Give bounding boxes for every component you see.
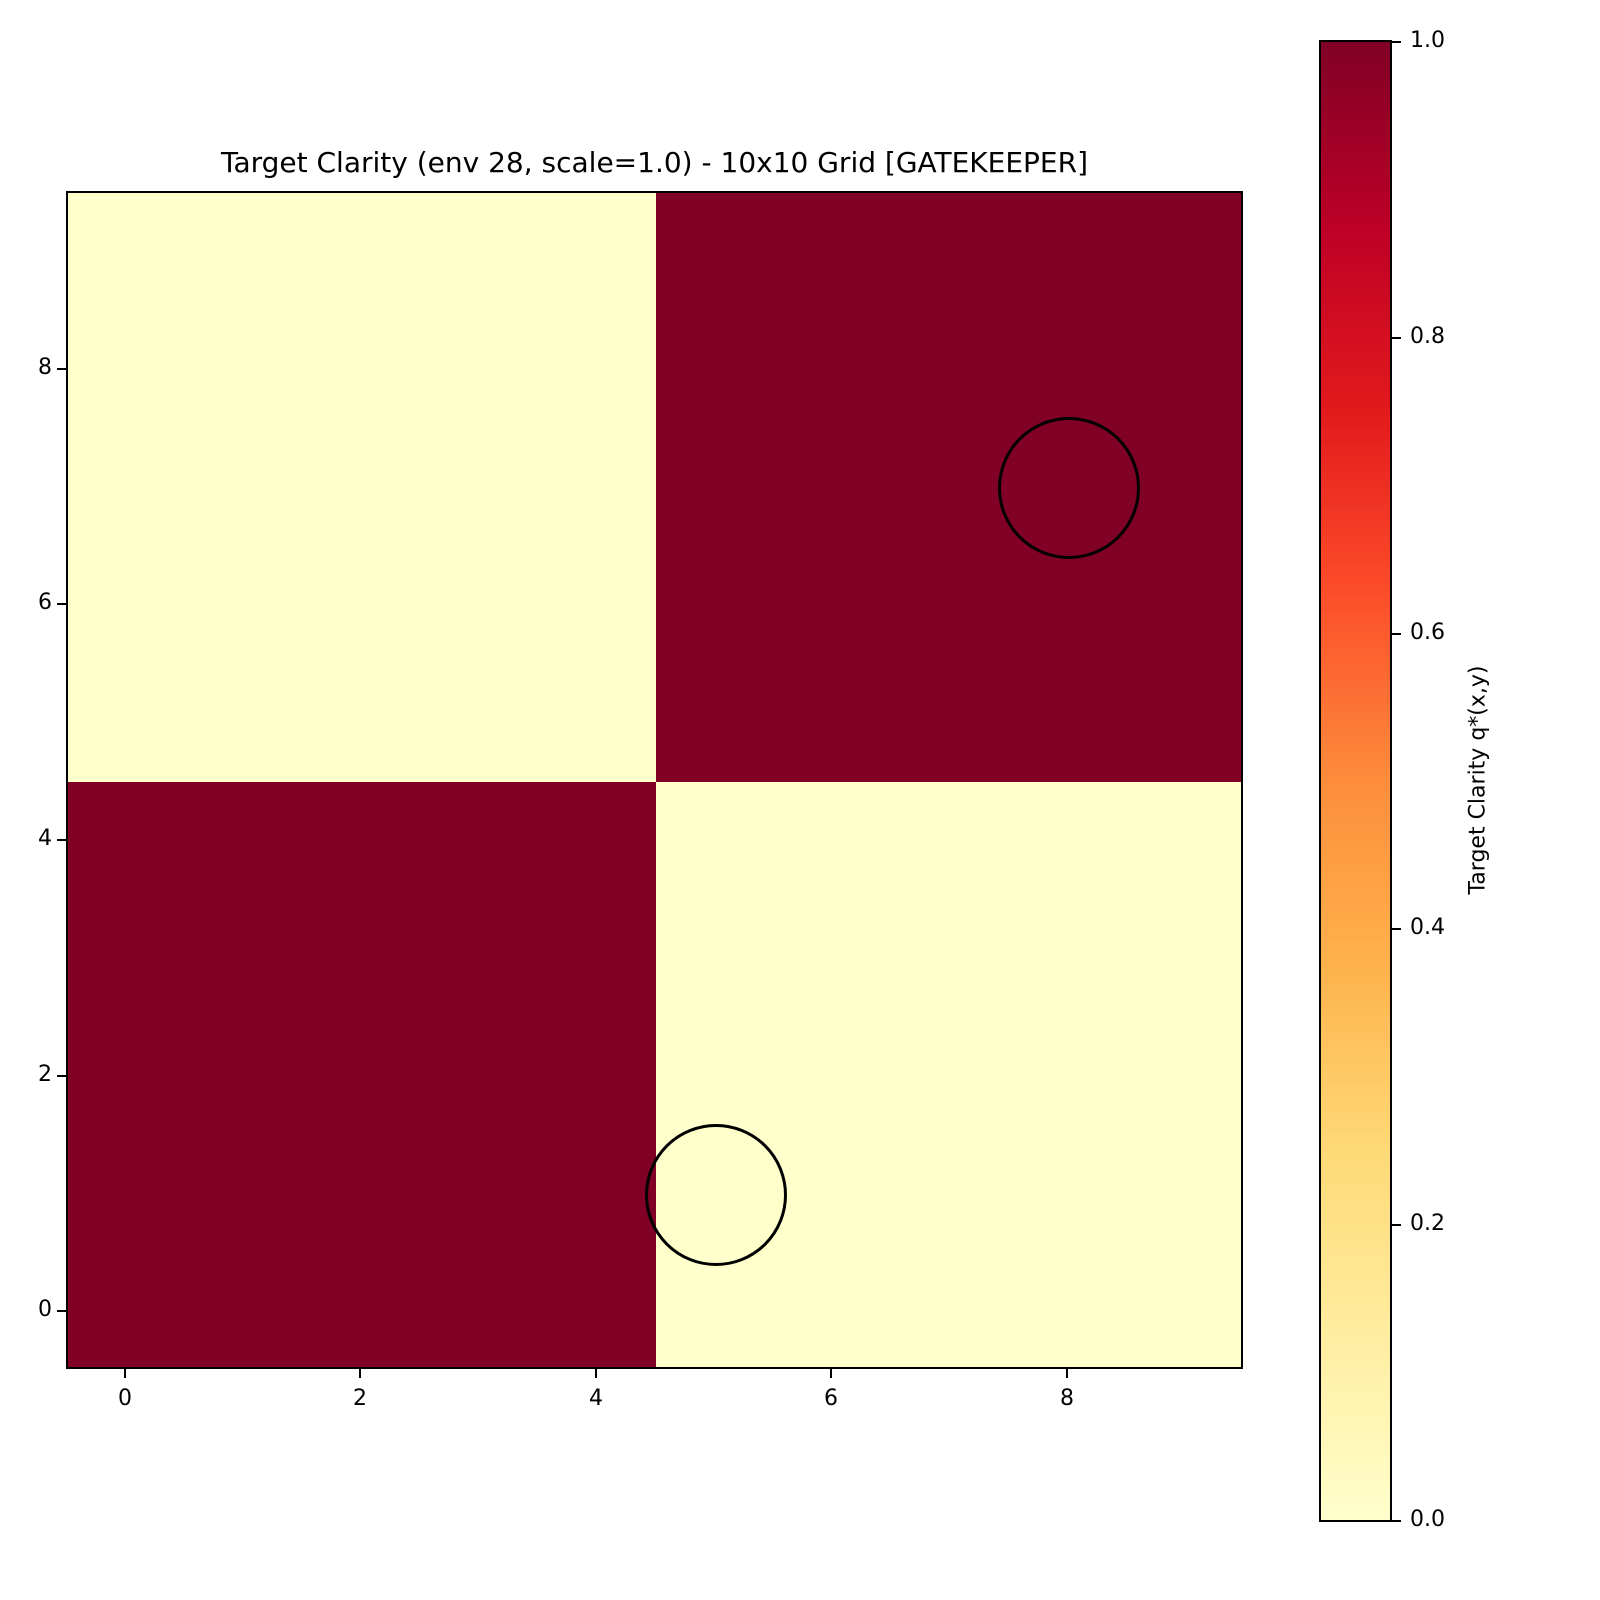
circle-marker-8-7 — [998, 417, 1140, 559]
x-tick-label: 6 — [824, 1386, 838, 1411]
y-tick — [57, 839, 66, 841]
colorbar-tick-label: 0.8 — [1410, 324, 1445, 349]
region-bottom-left — [68, 782, 656, 1367]
y-tick-label: 2 — [38, 1062, 52, 1087]
colorbar-label: Target Clarity q*(x,y) — [1465, 665, 1491, 895]
y-tick — [57, 1310, 66, 1312]
y-tick-label: 0 — [38, 1297, 52, 1322]
x-tick-label: 2 — [353, 1386, 367, 1411]
colorbar-tick — [1392, 41, 1401, 43]
y-tick-label: 4 — [38, 826, 52, 851]
y-tick-label: 8 — [38, 355, 52, 380]
x-tick — [830, 1369, 832, 1378]
x-tick — [1066, 1369, 1068, 1378]
x-tick — [124, 1369, 126, 1378]
colorbar-tick-label: 1.0 — [1410, 28, 1445, 53]
x-tick-label: 8 — [1060, 1386, 1074, 1411]
circle-marker-5-1 — [645, 1124, 787, 1266]
colorbar-tick — [1392, 1224, 1401, 1226]
y-tick — [57, 603, 66, 605]
y-tick — [57, 368, 66, 370]
colorbar-tick — [1392, 337, 1401, 339]
x-tick — [595, 1369, 597, 1378]
colorbar-tick-label: 0.0 — [1410, 1507, 1445, 1532]
y-tick-label: 6 — [38, 590, 52, 615]
x-tick-label: 0 — [118, 1386, 132, 1411]
colorbar-tick — [1392, 928, 1401, 930]
x-tick-label: 4 — [589, 1386, 603, 1411]
region-top-left — [68, 193, 656, 782]
colorbar-tick-label: 0.2 — [1410, 1211, 1445, 1236]
region-bottom-right — [656, 782, 1241, 1367]
colorbar — [1319, 40, 1392, 1522]
colorbar-tick-label: 0.6 — [1410, 620, 1445, 645]
colorbar-tick — [1392, 633, 1401, 635]
x-tick — [359, 1369, 361, 1378]
colorbar-tick-label: 0.4 — [1410, 915, 1445, 940]
region-top-right — [656, 193, 1241, 782]
heatmap-plot-area — [66, 191, 1243, 1369]
y-tick — [57, 1075, 66, 1077]
colorbar-tick — [1392, 1520, 1401, 1522]
chart-title: Target Clarity (env 28, scale=1.0) - 10x… — [220, 146, 1088, 179]
